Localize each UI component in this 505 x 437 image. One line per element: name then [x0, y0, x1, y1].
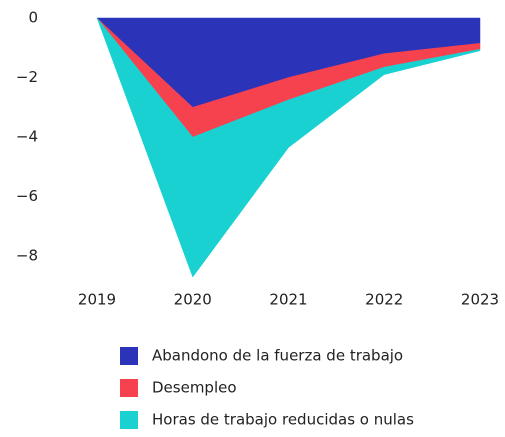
y-tick-label: −8: [16, 247, 38, 265]
area: [96, 17, 481, 278]
y-tick-label: −4: [16, 128, 38, 146]
x-tick-label: 2023: [461, 291, 499, 309]
legend-swatch: [120, 347, 138, 365]
x-tick-label: 2022: [365, 291, 403, 309]
legend-swatch: [120, 411, 138, 429]
legend-label: Desempleo: [152, 379, 237, 397]
legend-label: Abandono de la fuerza de trabajo: [152, 347, 403, 365]
x-tick-label: 2019: [78, 291, 116, 309]
legend-swatch: [120, 379, 138, 397]
legend-label: Horas de trabajo reducidas o nulas: [152, 411, 414, 429]
y-tick-label: −6: [16, 187, 38, 205]
x-tick-label: 2021: [269, 291, 307, 309]
y-tick-label: −2: [16, 68, 38, 86]
x-tick-label: 2020: [174, 291, 212, 309]
y-tick-label: 0: [28, 9, 38, 27]
